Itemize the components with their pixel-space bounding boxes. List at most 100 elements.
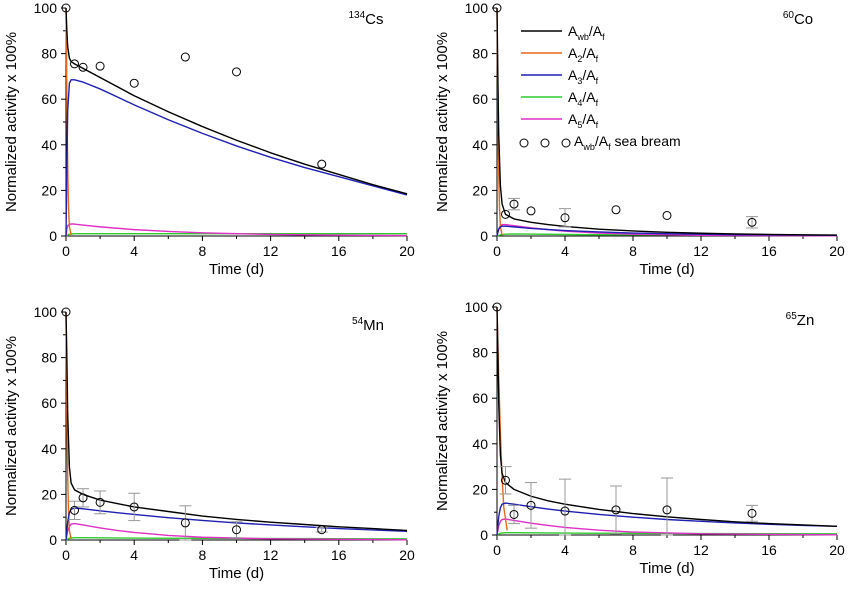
data-point: [232, 525, 241, 535]
data-point: [232, 67, 241, 77]
y-axis-label: Normalized activity x 100%: [3, 336, 20, 516]
x-tick-label: 20: [399, 243, 415, 259]
y-tick-label: 80: [472, 345, 488, 361]
data-point: [492, 3, 502, 13]
data-point: [662, 210, 672, 220]
x-tick-label: 4: [561, 542, 569, 558]
x-tick-label: 12: [263, 547, 279, 563]
series-line-2: [65, 7, 72, 236]
series-line-1: [496, 306, 838, 528]
y-tick-label: 100: [34, 0, 58, 16]
x-tick-label: 4: [130, 547, 138, 563]
data-point: [560, 213, 570, 223]
nuclide-label: 134Cs: [348, 10, 383, 28]
x-axis-label: Time (d): [209, 261, 264, 278]
x-tick-label: 12: [693, 243, 709, 259]
series-line-4: [65, 537, 408, 541]
data-point: [501, 209, 510, 219]
legend-label-6: Awb/Af sea bream: [574, 133, 681, 152]
y-tick-label: 100: [465, 299, 489, 315]
x-tick-label: 4: [130, 243, 138, 259]
x-tick-label: 8: [199, 547, 207, 563]
legend-marker: [540, 138, 550, 148]
legend-label-4: A4/Af: [568, 89, 599, 108]
y-tick-label: 0: [49, 228, 57, 244]
x-tick-label: 8: [629, 542, 637, 558]
y-axis-label: Normalized activity x 100%: [434, 32, 451, 212]
data-point: [317, 525, 327, 535]
data-point: [95, 61, 105, 71]
x-axis-label: Time (d): [639, 560, 694, 577]
series-line-3: [65, 79, 408, 237]
data-point: [95, 497, 105, 507]
series-line-4: [496, 532, 838, 536]
data-point: [61, 3, 71, 13]
x-tick-label: 12: [263, 243, 279, 259]
nuclide-label: 54Mn: [352, 316, 384, 334]
y-tick-label: 60: [41, 91, 57, 107]
y-tick-label: 40: [41, 137, 57, 153]
x-tick-label: 16: [331, 547, 347, 563]
legend: Awb/Af A2/Af A3/Af A4/Af A5/Af Awb/Af sea bre…: [519, 23, 681, 152]
legend-marker: [519, 138, 529, 148]
x-tick-label: 8: [199, 243, 207, 259]
y-tick-label: 20: [472, 182, 488, 198]
y-tick-label: 40: [41, 441, 57, 457]
data-point: [509, 509, 519, 519]
x-tick-label: 12: [693, 542, 709, 558]
x-axis-label: Time (d): [209, 565, 264, 582]
x-tick-label: 16: [331, 243, 347, 259]
series-line-3: [496, 225, 838, 237]
data-point: [129, 502, 139, 512]
y-tick-label: 20: [472, 481, 488, 497]
y-tick-label: 0: [480, 527, 488, 543]
data-point: [509, 199, 519, 209]
data-point: [70, 59, 80, 69]
data-point: [526, 500, 536, 510]
y-tick-label: 80: [41, 46, 57, 62]
x-tick-label: 0: [62, 547, 70, 563]
y-tick-label: 40: [472, 137, 488, 153]
data-point: [61, 307, 71, 317]
chart-panel-zn: 0 4 8 12 16 20 0 20 40 60 80 100 Time (d) Normalized …: [434, 299, 845, 577]
x-tick-label: 0: [493, 542, 501, 558]
x-tick-label: 16: [761, 542, 777, 558]
data-point: [662, 505, 672, 515]
data-point: [747, 217, 757, 227]
y-axis-label: Normalized activity x 100%: [434, 331, 451, 511]
y-tick-label: 0: [49, 532, 57, 548]
chart-panel-co: 0 4 8 12 16 20 0 20 40 60 80 100 Time (d) Normalized …: [434, 0, 845, 278]
chart-panel-mn: 0 4 8 12 16 20 0 20 40 60 80 100 Time (d) Normalized …: [3, 304, 415, 582]
series-line-4: [496, 233, 838, 237]
nuclide-label: 60Co: [783, 10, 813, 28]
series-line-1: [65, 311, 408, 532]
x-tick-label: 0: [62, 243, 70, 259]
data-point: [611, 505, 621, 515]
y-tick-label: 100: [465, 0, 489, 16]
y-tick-label: 0: [480, 228, 488, 244]
y-tick-label: 100: [34, 304, 58, 320]
data-point: [78, 62, 88, 72]
nuclide-label: 65Zn: [786, 311, 815, 329]
y-tick-label: 80: [472, 46, 488, 62]
x-axis-label: Time (d): [639, 261, 694, 278]
data-point: [747, 508, 757, 518]
legend-label-5: A5/Af: [568, 111, 599, 130]
data-point: [70, 505, 80, 515]
data-point: [560, 506, 570, 516]
y-tick-label: 80: [41, 350, 57, 366]
data-point: [501, 475, 510, 485]
x-tick-label: 4: [561, 243, 569, 259]
data-point: [180, 518, 190, 528]
data-point: [317, 159, 327, 169]
x-tick-label: 20: [399, 547, 415, 563]
data-point: [129, 78, 139, 88]
data-point: [78, 493, 88, 503]
x-tick-label: 0: [493, 243, 501, 259]
x-tick-label: 20: [829, 542, 845, 558]
y-tick-label: 40: [472, 436, 488, 452]
y-tick-label: 20: [41, 182, 57, 198]
data-point: [611, 205, 621, 215]
data-point: [492, 302, 502, 312]
